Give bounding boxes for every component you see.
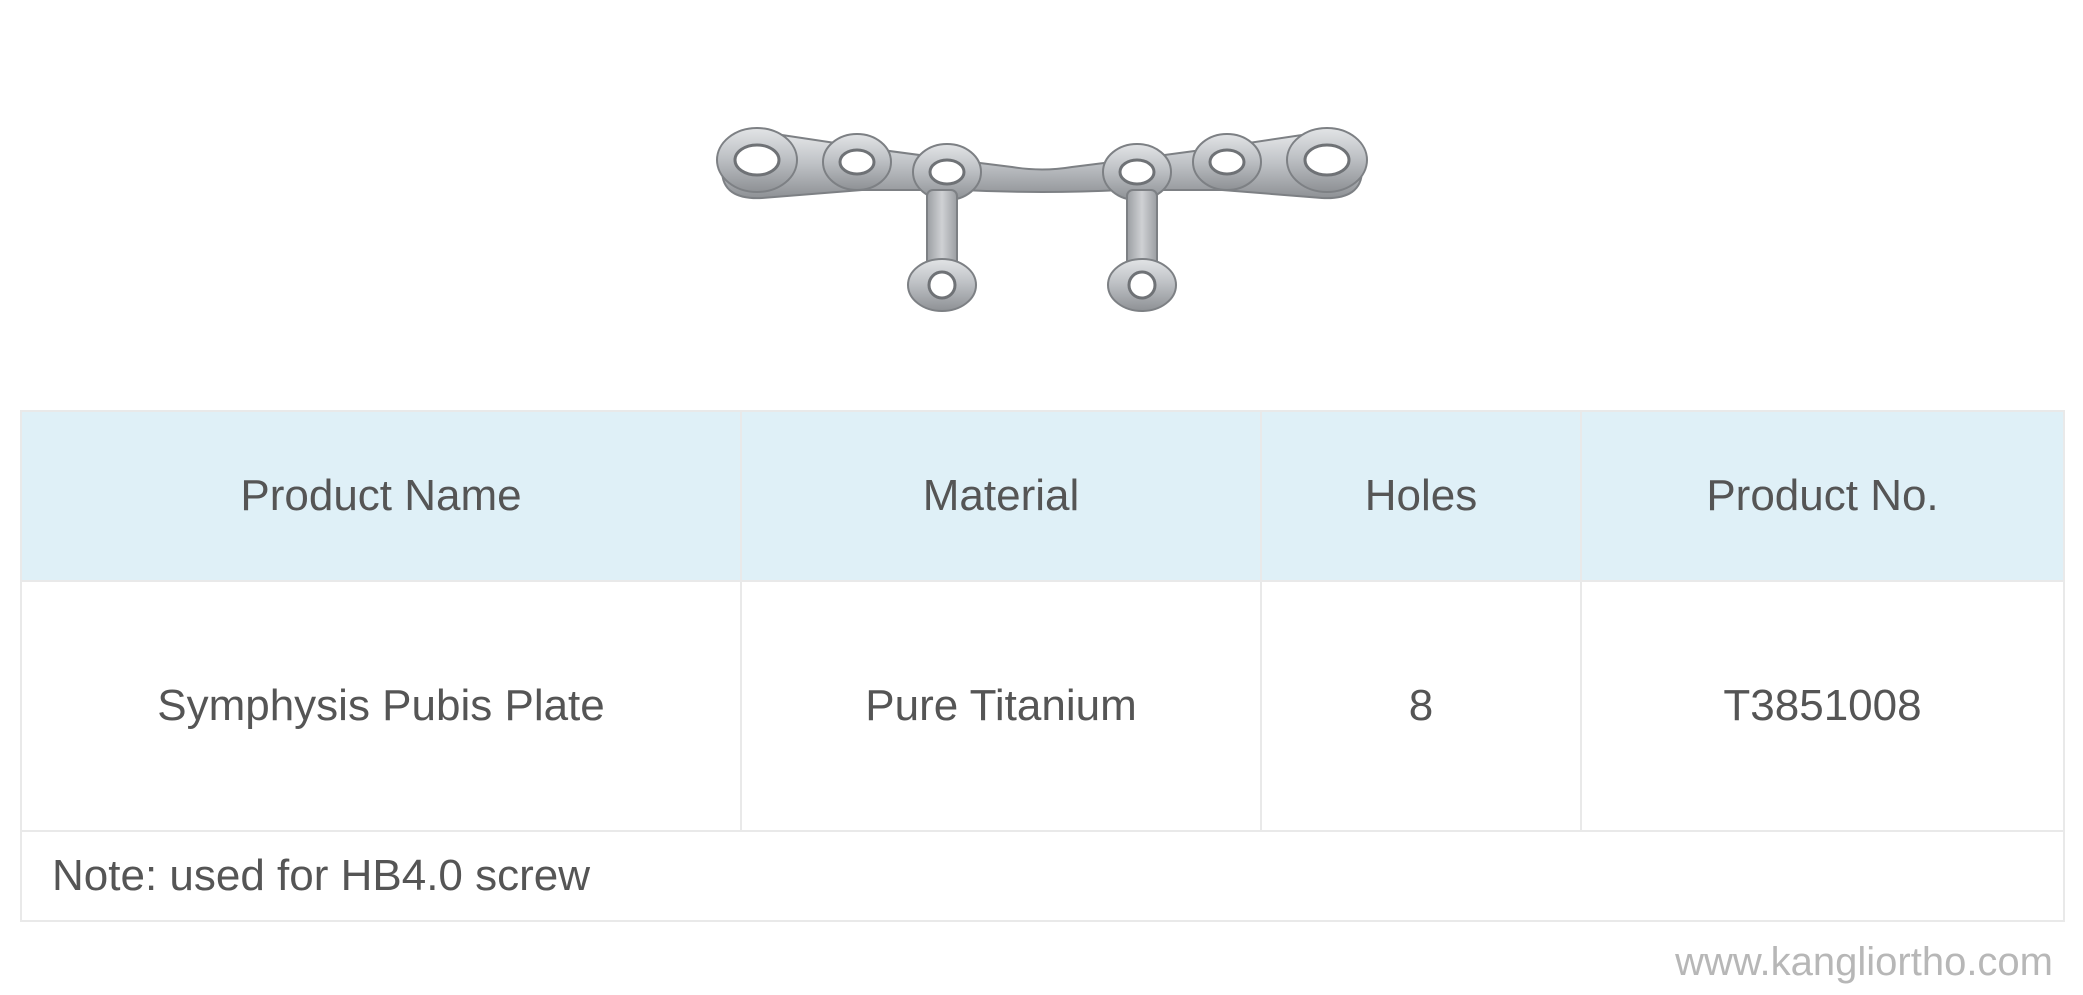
product-image-area — [20, 20, 2063, 410]
footer-url-text: www.kangliortho.com — [1675, 940, 2053, 985]
col-header-product-name: Product Name — [21, 411, 741, 581]
symphysis-pubis-plate-icon — [682, 100, 1402, 330]
product-spec-page: Product Name Material Holes Product No. … — [0, 0, 2083, 995]
table-row: Symphysis Pubis Plate Pure Titanium 8 T3… — [21, 581, 2064, 831]
table-header-row: Product Name Material Holes Product No. — [21, 411, 2064, 581]
cell-note: Note: used for HB4.0 screw — [21, 831, 2064, 921]
col-header-material: Material — [741, 411, 1261, 581]
cell-product-no: T3851008 — [1581, 581, 2064, 831]
table-note-row: Note: used for HB4.0 screw — [21, 831, 2064, 921]
cell-material: Pure Titanium — [741, 581, 1261, 831]
col-header-product-no: Product No. — [1581, 411, 2064, 581]
cell-product-name: Symphysis Pubis Plate — [21, 581, 741, 831]
cell-holes: 8 — [1261, 581, 1581, 831]
product-spec-table: Product Name Material Holes Product No. … — [20, 410, 2065, 922]
col-header-holes: Holes — [1261, 411, 1581, 581]
